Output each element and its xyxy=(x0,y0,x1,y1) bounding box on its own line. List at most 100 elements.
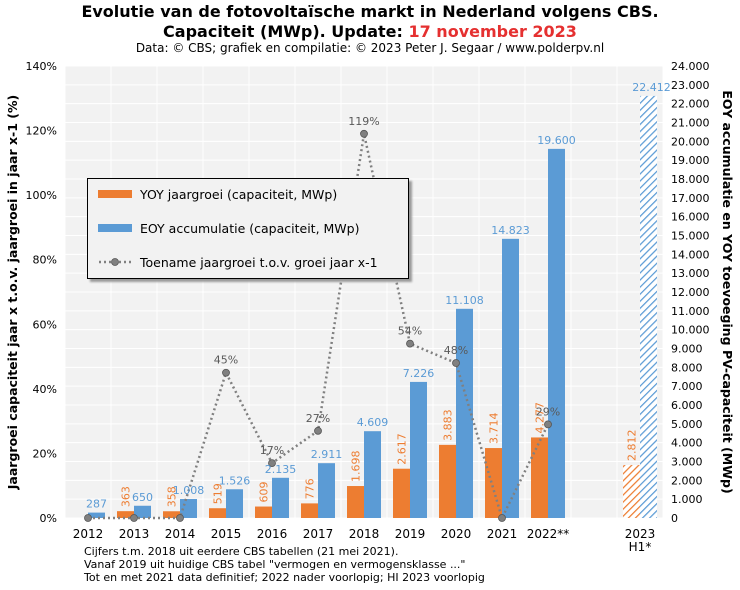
left-tick-label: 0% xyxy=(40,512,57,525)
data-label-eoy: 22.412 xyxy=(632,81,671,94)
x-tick-label: 2021 xyxy=(487,527,518,541)
bar-yoy xyxy=(623,465,640,518)
data-label-yoy: 3.883 xyxy=(442,409,455,441)
right-tick-label: 24.000 xyxy=(671,60,710,73)
growth-point xyxy=(406,339,414,348)
right-tick-label: 14.000 xyxy=(671,248,710,261)
right-tick-label: 2.000 xyxy=(671,474,703,487)
title-update-date: 17 november 2023 xyxy=(408,22,576,41)
x-tick-label: 2018 xyxy=(349,527,380,541)
right-axis-title: EOY accumulatie en YOY toevoeging PV-cap… xyxy=(720,90,735,493)
right-tick-label: 8.000 xyxy=(671,361,703,374)
growth-point xyxy=(222,368,230,377)
bar-eoy xyxy=(88,512,105,518)
bar-eoy xyxy=(410,381,427,518)
bar-yoy xyxy=(209,508,226,518)
chart-title-line1: Evolutie van de fotovoltaïsche markt in … xyxy=(81,2,658,21)
right-tick-label: 10.000 xyxy=(671,324,710,337)
bars xyxy=(88,95,657,518)
bar-yoy xyxy=(439,444,456,518)
left-tick-label: 80% xyxy=(33,254,57,267)
right-axis: 0 1.000 2.000 3.000 4.000 5.000 6.000 7.000 8.00… xyxy=(671,60,710,525)
right-tick-label: 7.000 xyxy=(671,380,703,393)
data-label-yoy: 363 xyxy=(120,486,133,507)
right-tick-label: 6.000 xyxy=(671,399,703,412)
right-tick-label: 4.000 xyxy=(671,437,703,450)
chart-title-line2: Capaciteit (MWp). Update: 17 november 20… xyxy=(163,22,577,41)
x-tick-label: 2014 xyxy=(165,527,196,541)
right-tick-label: 3.000 xyxy=(671,456,703,469)
bar-eoy xyxy=(456,308,473,518)
legend: YOY jaargroei (capaciteit, MWp) EOY accu… xyxy=(87,178,409,279)
data-label-yoy: 2.617 xyxy=(396,433,409,465)
data-label-yoy: 3.714 xyxy=(488,413,501,445)
bar-yoy xyxy=(485,448,502,518)
data-label-eoy: 14.823 xyxy=(491,224,530,237)
data-label-yoy: 358 xyxy=(166,486,179,507)
title-prefix: Capaciteit (MWp). Update: xyxy=(163,22,408,41)
legend-item-growth: Toename jaargroei t.o.v. groei jaar x-1 xyxy=(98,254,378,270)
right-tick-label: 15.000 xyxy=(671,230,710,243)
x-tick-label: 2013 xyxy=(119,527,150,541)
data-label-eoy: 287 xyxy=(86,498,107,511)
data-label-growth: 27% xyxy=(306,412,330,425)
bar-yoy xyxy=(163,511,180,518)
x-tick-label: 2015 xyxy=(211,527,242,541)
left-axis-title: Jaargroei capaciteit jaar x t.o.v. jaarg… xyxy=(5,95,20,490)
bar-yoy xyxy=(255,506,272,518)
data-label-eoy: 2.911 xyxy=(311,448,343,461)
legend-item-yoy: YOY jaargroei (capaciteit, MWp) xyxy=(98,186,337,202)
growth-point xyxy=(452,359,460,367)
bar-eoy xyxy=(272,477,289,518)
left-tick-label: 100% xyxy=(26,189,57,202)
bar-yoy xyxy=(531,437,548,518)
data-label-yoy: 776 xyxy=(304,478,317,499)
bar-yoy xyxy=(301,503,318,518)
chart-source: Data: © CBS; grafiek en compilatie: © 20… xyxy=(136,41,604,55)
bar-eoy xyxy=(134,505,151,518)
growth-point xyxy=(130,514,138,522)
growth-point xyxy=(84,514,92,522)
data-label-growth: 54% xyxy=(398,325,422,338)
growth-line-path xyxy=(88,133,550,522)
right-tick-label: 18.000 xyxy=(671,173,710,186)
right-tick-label: 0 xyxy=(671,512,678,525)
left-tick-label: 60% xyxy=(33,318,57,331)
growth-point xyxy=(360,129,368,138)
x-tick-sublabel: H1* xyxy=(629,540,652,554)
growth-point xyxy=(544,420,552,429)
right-tick-label: 17.000 xyxy=(671,192,710,205)
data-label-eoy: 1.526 xyxy=(219,474,251,487)
left-tick-label: 120% xyxy=(26,125,57,138)
growth-point xyxy=(314,426,322,435)
x-tick-label: 2012 xyxy=(73,527,104,541)
growth-point xyxy=(176,514,184,522)
bar-eoy xyxy=(640,95,657,518)
x-axis: 2012 2013 2014 2015 2016 2017 2018 2019 2020 2021… xyxy=(73,527,656,554)
x-tick-label: 2016 xyxy=(257,527,288,541)
data-label-growth: 17% xyxy=(260,444,284,457)
data-label-growth: 45% xyxy=(214,354,238,367)
right-tick-label: 9.000 xyxy=(671,343,703,356)
data-label-growth: 29% xyxy=(536,405,560,418)
note-3: Tot en met 2021 data definitief; 2022 na… xyxy=(84,571,485,584)
data-label-eoy: 19.600 xyxy=(537,134,576,147)
growth-point xyxy=(498,514,506,522)
left-tick-label: 40% xyxy=(33,383,57,396)
bar-yoy xyxy=(117,511,134,518)
data-label-eoy: 650 xyxy=(132,491,153,504)
data-label-growth: 119% xyxy=(348,115,379,128)
left-tick-label: 20% xyxy=(33,447,57,460)
right-tick-label: 19.000 xyxy=(671,154,710,167)
right-tick-label: 20.000 xyxy=(671,135,710,148)
data-label-yoy: 609 xyxy=(258,482,271,503)
data-label-yoy: 519 xyxy=(212,483,225,504)
left-axis: 0% 20% 40% 60% 80% 100% 120% 140% xyxy=(26,60,57,525)
data-label-yoy: 1.698 xyxy=(350,451,363,483)
legend-swatch-growth xyxy=(98,257,132,267)
data-label-growth: 48% xyxy=(444,344,468,357)
x-tick-label: 2022** xyxy=(527,527,570,541)
data-label-yoy: 4.277 xyxy=(534,402,547,434)
